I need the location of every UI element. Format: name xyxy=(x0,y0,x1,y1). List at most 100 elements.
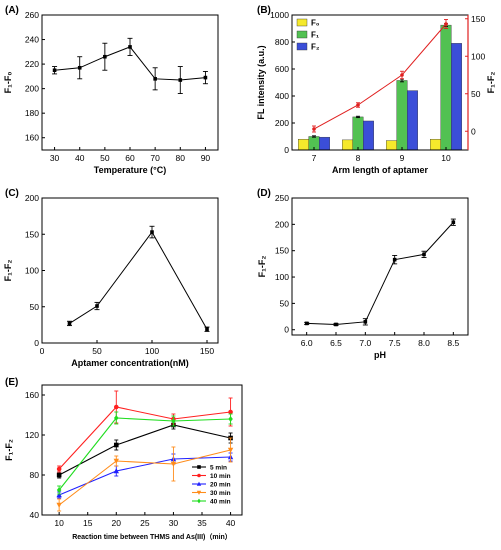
panel-e-series-line-1 xyxy=(58,406,231,470)
panel-e-series-line-3 xyxy=(58,449,231,506)
panel-e-point-2-0 xyxy=(56,492,62,498)
panel-a-point-4 xyxy=(153,77,157,81)
panel-c-ytick-label-3: 150 xyxy=(25,229,39,239)
panel-c-xtick-label-2: 100 xyxy=(145,346,159,356)
panel-a-point-2 xyxy=(103,54,107,59)
panel-e-panel-label: (E) xyxy=(5,377,18,388)
panel-e-ylabel: F₁-F₂ xyxy=(4,439,14,461)
panel-c-xtick-label-0: 0 xyxy=(40,346,45,356)
panel-b-legend-label-0: F₀ xyxy=(311,19,320,28)
panel-b-ytick-label-3: 600 xyxy=(275,64,289,74)
panel-e-point-1-0 xyxy=(56,466,62,472)
panel-b-legend-swatch-2 xyxy=(296,42,308,51)
panel-d-xtick-label-5: 8.5 xyxy=(447,338,459,348)
panel-b-panel-label: (B) xyxy=(257,5,271,16)
panel-e-legend-marker-2 xyxy=(196,481,202,486)
panel-e-legend-marker-0 xyxy=(197,465,201,469)
panel-e-ytick-label-1: 80 xyxy=(30,470,40,480)
panel-d-series-line xyxy=(306,221,454,325)
panel-b-bar-2-0 xyxy=(319,136,330,151)
panel-a-xtick-label-1: 40 xyxy=(75,153,85,163)
panel-e-xtick-label-2: 20 xyxy=(112,518,122,528)
panel-c-ytick-label-0: 0 xyxy=(34,338,39,348)
panel-e-point-4-2 xyxy=(171,418,176,424)
panel-d-xtick-label-3: 7.5 xyxy=(389,338,401,348)
panel-d-point-5 xyxy=(451,220,456,225)
panel-d-point-1 xyxy=(334,322,338,327)
panel-c-point-2 xyxy=(150,230,154,234)
panel-b-xtick-label-3: 10 xyxy=(441,153,451,163)
panel-b-legend-swatch-1 xyxy=(296,30,308,39)
panel-b-legend-label-2: F₂ xyxy=(311,43,320,52)
panel-e-xtick-label-3: 25 xyxy=(140,518,150,528)
panel-b-legend-swatch-0 xyxy=(296,18,308,27)
panel-a-plot-frame xyxy=(41,14,219,151)
panel-e-point-3-0 xyxy=(56,502,62,508)
panel-a-xtick-label-6: 90 xyxy=(201,153,211,163)
panel-e-point-1-3 xyxy=(228,409,233,415)
panel-c-ytick-label-4: 200 xyxy=(25,193,39,203)
panel-b-bar-1-3 xyxy=(440,24,452,151)
panel-b-xtick-label-2: 9 xyxy=(400,153,405,163)
panel-c-ytick-label-1: 50 xyxy=(30,302,40,312)
panel-e-ytick-label-2: 120 xyxy=(25,430,39,440)
panel-b-bar-2-3 xyxy=(451,43,462,151)
panel-b-bar-2-2 xyxy=(407,90,418,151)
panel-b-bar-2-1 xyxy=(363,120,374,151)
panel-c-xlabel: Aptamer concentration(nM) xyxy=(71,358,189,368)
panel-e-point-0-1 xyxy=(113,442,119,448)
panel-d-xtick-label-1: 6.5 xyxy=(330,338,342,348)
panel-d-ytick-label-5: 250 xyxy=(275,193,289,203)
panel-a-ytick-label-4: 240 xyxy=(25,35,39,45)
panel-a-ytick-label-2: 200 xyxy=(25,84,39,94)
panel-a-panel-label: (A) xyxy=(5,5,19,16)
panel-e-xtick-label-1: 15 xyxy=(83,518,93,528)
panel-b-xtick-label-0: 7 xyxy=(312,153,317,163)
panel-a-xtick-label-3: 60 xyxy=(125,153,135,163)
panel-a-point-6 xyxy=(203,75,208,80)
panel-b-ytick-label-0: 0 xyxy=(284,145,289,155)
panel-e-series-line-0 xyxy=(58,424,231,476)
panel-c-ylabel: F₁-F₂ xyxy=(3,260,13,282)
panel-e-xtick-label-5: 35 xyxy=(197,518,207,528)
panel-b-bar-1-2 xyxy=(396,80,408,151)
panel-d-ytick-label-0: 0 xyxy=(284,325,289,335)
panel-e-xtick-label-6: 40 xyxy=(226,518,236,528)
panel-b-ratio-line xyxy=(313,23,447,130)
panel-b-bar-1-1 xyxy=(352,116,364,151)
panel-e-legend-label-4: 40 min xyxy=(210,498,231,505)
panel-a-ytick-label-3: 220 xyxy=(25,59,39,69)
panel-a-ytick-label-1: 180 xyxy=(25,108,39,118)
panel-e-legend-marker-3 xyxy=(196,490,202,495)
panel-c-xtick-label-3: 150 xyxy=(200,346,214,356)
panel-c-panel-label: (C) xyxy=(5,188,19,199)
panel-e-plot-frame xyxy=(41,384,243,516)
panel-b-ratio-point-3 xyxy=(444,22,448,26)
panel-c-xtick-label-1: 50 xyxy=(92,346,102,356)
panel-b-bar-0-1 xyxy=(342,139,353,151)
panel-d-ytick-label-2: 100 xyxy=(275,272,289,282)
panel-e-legend-label-3: 30 min xyxy=(210,490,231,497)
panel-e-point-4-0 xyxy=(56,487,62,493)
panel-e-ytick-label-0: 40 xyxy=(30,510,40,520)
panel-b-ratio-point-1 xyxy=(356,103,360,107)
panel-e-point-0-0 xyxy=(56,472,62,478)
panel-a-ytick-label-5: 260 xyxy=(25,10,39,20)
panel-e-xtick-label-4: 30 xyxy=(169,518,179,528)
panel-d-point-4 xyxy=(422,252,426,257)
panel-d-plot-frame xyxy=(291,197,469,336)
panel-c-point-1 xyxy=(95,304,99,308)
panel-b-xtick-label-1: 8 xyxy=(356,153,361,163)
panel-b-right-ytick-label-2: 100 xyxy=(471,51,485,61)
panel-e-point-3-3 xyxy=(227,447,234,453)
panel-b-ytick-label-5: 1000 xyxy=(270,10,289,20)
panel-d-panel-label: (D) xyxy=(257,188,271,199)
panel-e-legend-label-2: 20 min xyxy=(210,481,231,488)
panel-a-xtick-label-5: 80 xyxy=(176,153,186,163)
panel-d-point-3 xyxy=(392,257,397,262)
panel-d-ylabel: F₁-F₂ xyxy=(257,256,267,278)
panel-b-bar-0-2 xyxy=(386,140,397,151)
panel-e-point-1-1 xyxy=(113,404,119,410)
panel-a-ytick-label-0: 160 xyxy=(25,133,39,143)
